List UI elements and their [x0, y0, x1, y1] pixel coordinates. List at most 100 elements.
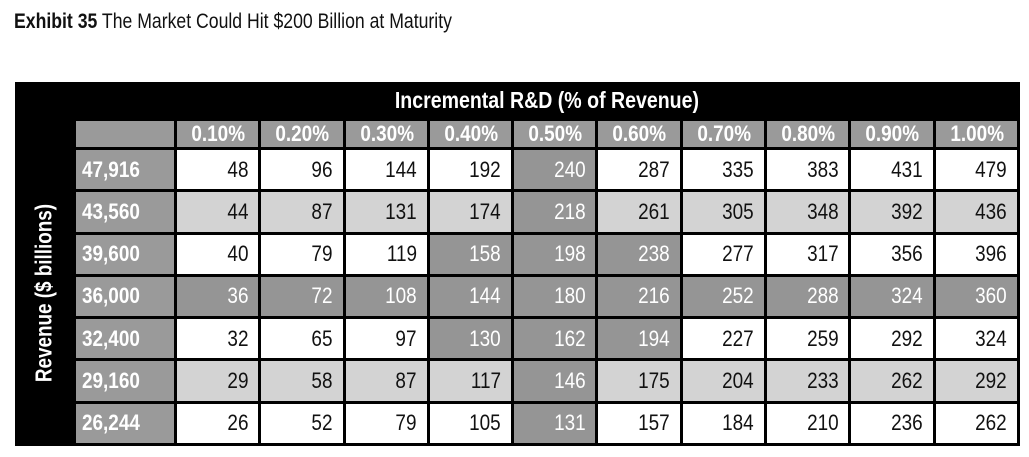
- sensitivity-table: 0.10% 0.20% 0.30% 0.40% 0.50% 0.60% 0.70% 0.80%…: [73, 118, 1021, 447]
- table-cell: 96: [258, 146, 346, 193]
- table-cell: 392: [848, 189, 936, 235]
- table-cell: 356: [848, 231, 936, 277]
- table-cell: 324: [848, 273, 936, 320]
- row-header-label: 29,160: [82, 368, 140, 394]
- table-cell: 233: [764, 358, 852, 404]
- column-header-label: 0.10%: [191, 121, 246, 146]
- table-cell: 175: [595, 358, 683, 404]
- cell-value: 131: [553, 410, 586, 436]
- table-cell: 119: [342, 231, 430, 277]
- column-header: 0.10%: [173, 118, 262, 150]
- table-cell: 360: [932, 273, 1021, 320]
- cell-value: 48: [227, 156, 249, 182]
- table-cell: 144: [426, 273, 515, 320]
- cell-value: 144: [469, 283, 502, 309]
- table-cell: 218: [511, 189, 599, 235]
- row-group-label: Revenue ($ billions): [15, 82, 73, 446]
- cell-value: 96: [311, 156, 333, 182]
- table-cell: 204: [679, 358, 768, 404]
- table-cell: 26: [173, 400, 262, 447]
- table-cell: 261: [595, 189, 683, 235]
- cell-value: 227: [722, 325, 755, 351]
- table-cell: 65: [258, 316, 346, 362]
- column-header-label: 0.80%: [781, 121, 836, 146]
- row-header: 26,244: [73, 400, 177, 447]
- cell-value: 44: [227, 198, 249, 224]
- table-cell: 236: [848, 400, 936, 447]
- cell-value: 65: [311, 325, 333, 351]
- cell-value: 233: [806, 368, 839, 394]
- cell-value: 175: [638, 368, 670, 394]
- cell-value: 29: [227, 368, 249, 394]
- cell-value: 144: [385, 156, 417, 182]
- cell-value: 40: [227, 241, 249, 267]
- table-cell: 58: [258, 358, 346, 404]
- table-cell: 162: [511, 316, 599, 362]
- column-header: 0.70%: [679, 118, 768, 150]
- table-cell: 292: [932, 358, 1021, 404]
- table-row: 29,160 29 58 87 117 146 175 204 233 262 292: [73, 358, 1021, 404]
- table-cell: 335: [679, 146, 768, 193]
- table-cell: 184: [679, 400, 768, 447]
- table-cell: 79: [258, 231, 346, 277]
- table-cell: 436: [932, 189, 1021, 235]
- table-cell: 210: [764, 400, 852, 447]
- cell-value: 262: [891, 368, 923, 394]
- cell-value: 79: [395, 410, 417, 436]
- table-cell: 40: [173, 231, 262, 277]
- column-header-label: 0.40%: [444, 121, 498, 146]
- table-cell: 32: [173, 316, 262, 362]
- row-header-label: 43,560: [82, 198, 140, 224]
- table-cell: 277: [679, 231, 768, 277]
- table-cell: 348: [764, 189, 852, 235]
- table-cell: 97: [342, 316, 430, 362]
- row-header-label: 36,000: [82, 283, 140, 309]
- column-header: 0.30%: [342, 118, 430, 150]
- column-header-label: 0.60%: [612, 121, 667, 146]
- cell-value: 146: [553, 368, 586, 394]
- table-row: 26,244 26 52 79 105 131 157 184 210 236 262: [73, 400, 1021, 447]
- column-group-header: Incremental R&D (% of Revenue): [73, 82, 1020, 118]
- table-cell: 240: [511, 146, 599, 193]
- column-group-label: Incremental R&D (% of Revenue): [394, 86, 699, 113]
- column-header-label: 0.70%: [697, 121, 751, 146]
- table-row: 47,916 48 96 144 192 240 287 335 383 431 479: [73, 146, 1021, 193]
- cell-value: 360: [975, 283, 1007, 309]
- row-header: 32,400: [73, 316, 177, 362]
- cell-value: 36: [227, 283, 249, 309]
- table-cell: 431: [848, 146, 936, 193]
- table-cell: 158: [426, 231, 515, 277]
- table-cell: 174: [426, 189, 515, 235]
- cell-value: 131: [385, 198, 417, 224]
- table-cell: 317: [764, 231, 852, 277]
- cell-value: 119: [386, 241, 417, 267]
- cell-value: 79: [311, 241, 333, 267]
- column-header: 0.50%: [511, 118, 599, 150]
- cell-value: 287: [638, 156, 670, 182]
- exhibit-label: Exhibit 35: [14, 10, 98, 33]
- column-header: 1.00%: [932, 118, 1021, 150]
- table-cell: 192: [426, 146, 515, 193]
- table-cell: 36: [173, 273, 262, 320]
- table-cell: 262: [848, 358, 936, 404]
- cell-value: 52: [311, 410, 333, 436]
- table-cell: 194: [595, 316, 683, 362]
- column-header-label: 1.00%: [950, 121, 1004, 146]
- table-cell: 305: [679, 189, 768, 235]
- column-header-row: 0.10% 0.20% 0.30% 0.40% 0.50% 0.60% 0.70% 0.80%…: [73, 118, 1021, 150]
- row-header-label: 39,600: [82, 241, 140, 267]
- table-cell: 87: [258, 189, 346, 235]
- row-group-label-text: Revenue ($ billions): [30, 204, 57, 383]
- cell-value: 218: [553, 198, 586, 224]
- cell-value: 383: [806, 156, 839, 182]
- cell-value: 184: [722, 410, 755, 436]
- table-cell: 131: [342, 189, 430, 235]
- table-cell: 198: [511, 231, 599, 277]
- table-row: 32,400 32 65 97 130 162 194 227 259 292 324: [73, 316, 1021, 362]
- cell-value: 240: [553, 156, 586, 182]
- row-header-label: 26,244: [82, 410, 140, 436]
- table-cell: 262: [932, 400, 1021, 447]
- table-cell: 396: [932, 231, 1021, 277]
- row-header: 29,160: [73, 358, 177, 404]
- row-header: 36,000: [73, 273, 177, 320]
